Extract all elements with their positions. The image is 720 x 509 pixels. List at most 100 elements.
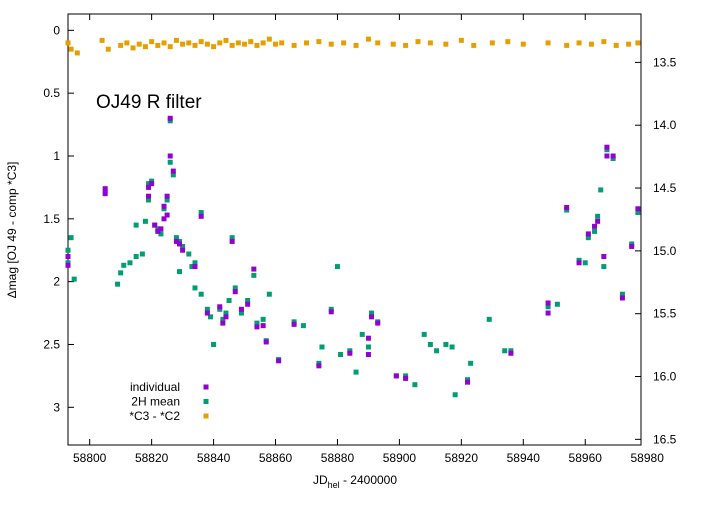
y-tick-label: 2.5 [43, 337, 60, 351]
point [155, 226, 161, 232]
x-tick-label: 58920 [445, 451, 479, 465]
x-tick-label: 58840 [197, 451, 231, 465]
point [127, 260, 133, 266]
point [610, 156, 616, 162]
legend-label: individual [130, 380, 180, 394]
point [276, 358, 282, 364]
point [254, 42, 260, 48]
point [263, 339, 269, 345]
point [229, 42, 235, 48]
point [164, 193, 170, 199]
point [365, 335, 371, 341]
point [217, 304, 223, 310]
point [102, 188, 108, 194]
point [232, 289, 238, 295]
point [167, 44, 173, 50]
point [207, 314, 213, 320]
point [99, 37, 105, 43]
point [115, 281, 121, 287]
point [220, 316, 226, 322]
y-axis-label: Δmag [OJ 49 - comp *C3] [5, 162, 19, 299]
point [316, 39, 322, 45]
point [613, 42, 619, 48]
point [139, 251, 145, 257]
point [173, 238, 179, 244]
point [338, 352, 344, 358]
legend-label: *C3 - *C2 [129, 409, 180, 423]
point [582, 260, 588, 266]
point [353, 42, 359, 48]
point [180, 247, 186, 253]
x-label-rest: - 2400000 [340, 473, 398, 487]
point [204, 306, 210, 312]
point [598, 187, 604, 193]
point [375, 320, 381, 326]
point [415, 39, 421, 45]
point [248, 39, 254, 45]
point [192, 42, 198, 48]
point [303, 40, 309, 46]
point [273, 41, 279, 47]
point [161, 206, 167, 212]
point [217, 306, 223, 312]
point [133, 254, 139, 260]
point [505, 39, 511, 45]
x-tick-label: 58800 [73, 451, 107, 465]
point [604, 147, 610, 153]
point [545, 310, 551, 316]
legend-marker [203, 399, 209, 404]
point [486, 316, 492, 322]
point [192, 260, 198, 266]
point [601, 264, 607, 270]
point [576, 40, 582, 46]
point [576, 257, 582, 263]
point [235, 40, 241, 46]
x-label-sub: hel [328, 480, 340, 490]
point [375, 40, 381, 46]
point [316, 360, 322, 366]
point [458, 37, 464, 43]
point [347, 348, 353, 354]
point [629, 243, 635, 249]
point [291, 42, 297, 48]
x-tick-label: 58980 [631, 451, 665, 465]
point [564, 205, 570, 211]
point [365, 352, 371, 358]
point [167, 159, 173, 165]
y2-tick-label: 13.5 [653, 55, 677, 69]
point [266, 291, 272, 297]
point [65, 247, 71, 253]
point [626, 41, 632, 47]
point [592, 223, 598, 229]
point [121, 262, 127, 268]
y-tick-label: 0.5 [43, 86, 60, 100]
point [158, 226, 164, 232]
point [468, 360, 474, 366]
point [403, 373, 409, 379]
point [204, 310, 210, 316]
point [177, 241, 183, 247]
point [403, 42, 409, 48]
legend-marker [203, 384, 209, 390]
point [217, 40, 223, 46]
point [232, 285, 238, 291]
x-tick-label: 58960 [569, 451, 603, 465]
point [177, 238, 183, 244]
point [341, 40, 347, 46]
point [161, 203, 167, 209]
point [146, 197, 152, 203]
point [443, 41, 449, 47]
point [260, 40, 266, 46]
point [65, 40, 71, 46]
point [149, 181, 155, 187]
point [102, 191, 108, 197]
point [223, 37, 229, 43]
point [149, 39, 155, 45]
point [65, 254, 71, 260]
y2-tick-label: 16.0 [653, 370, 677, 384]
point [564, 42, 570, 48]
point [238, 310, 244, 316]
point [245, 297, 251, 303]
point [146, 184, 152, 190]
point [124, 40, 130, 46]
